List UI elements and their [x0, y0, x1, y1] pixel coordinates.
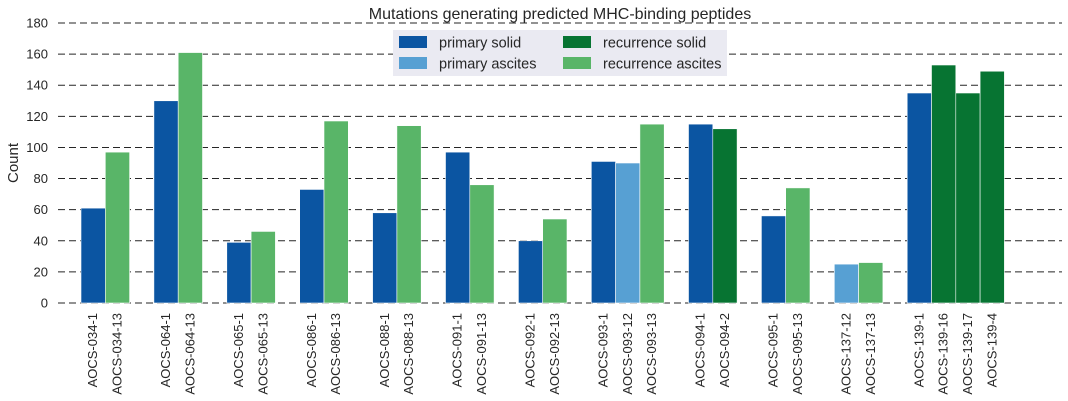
y-tick-label: 100 [26, 140, 48, 155]
legend-items: primary solid primary ascites recurrence s… [399, 36, 721, 73]
x-tick-label: AOCS-139-17 [960, 313, 975, 395]
y-tick-label: 0 [41, 296, 48, 311]
x-tick-label: AOCS-139-1 [911, 313, 926, 387]
x-tick-label: AOCS-091-1 [450, 313, 465, 387]
bar [590, 161, 616, 304]
x-tick-label: AOCS-137-12 [838, 313, 853, 395]
x-tick-label: AOCS-094-2 [717, 313, 732, 387]
y-tick-label: 40 [34, 233, 48, 248]
legend-background [393, 30, 727, 76]
y-tick-label: 20 [34, 264, 48, 279]
legend-label: recurrence solid [603, 36, 706, 52]
y-tick-label: 80 [34, 171, 48, 186]
y-tick-label: 60 [34, 202, 48, 217]
bar [542, 218, 568, 304]
bar [518, 240, 544, 304]
bar [105, 151, 130, 304]
bar [469, 184, 495, 304]
x-tick-label: AOCS-065-13 [255, 313, 270, 395]
x-tick-label: AOCS-093-13 [644, 313, 659, 395]
bar [639, 123, 665, 304]
y-tick-label: 140 [26, 78, 48, 93]
x-tick-labels: AOCS-034-1 AOCS-034-13 AOCS-064-1 AOCS-064-… [85, 313, 999, 395]
bar [250, 231, 276, 304]
x-tick-label: AOCS-064-1 [158, 313, 173, 387]
x-tick-label: AOCS-088-1 [377, 313, 392, 387]
x-tick-label: AOCS-139-4 [984, 313, 999, 387]
x-tick-label: AOCS-092-1 [523, 313, 538, 387]
legend-swatch [399, 36, 427, 48]
legend-swatch [399, 57, 427, 69]
bar [80, 207, 106, 304]
x-tick-label: AOCS-095-13 [790, 313, 805, 395]
bar [955, 92, 981, 304]
x-tick-label: AOCS-093-12 [620, 313, 635, 395]
x-tick-label: AOCS-095-1 [766, 313, 781, 387]
bar [615, 162, 641, 304]
x-tick-label: AOCS-093-1 [595, 313, 610, 387]
x-tick-label: AOCS-088-13 [401, 313, 416, 395]
x-tick-label: AOCS-064-13 [182, 313, 197, 395]
bar [906, 92, 932, 304]
x-tick-label: AOCS-086-1 [304, 313, 319, 387]
bar [177, 52, 203, 304]
bar [858, 262, 884, 304]
x-tick-label: AOCS-034-1 [85, 313, 100, 387]
x-tick-label: AOCS-139-16 [936, 313, 951, 395]
y-tick-label: 120 [26, 109, 48, 124]
bar [396, 125, 422, 304]
x-tick-label: AOCS-065-1 [231, 313, 246, 387]
bar [688, 123, 714, 304]
y-tick-labels: 0 20 40 60 80 100 120 140 160 180 [26, 16, 48, 311]
legend-label: primary solid [439, 36, 521, 52]
x-tick-label: AOCS-091-13 [474, 313, 489, 395]
y-axis-label: Count [5, 142, 22, 183]
x-tick-label: AOCS-034-13 [109, 313, 124, 395]
chart-title: Mutations generating predicted MHC-bindi… [369, 6, 751, 23]
legend: primary solid primary ascites recurrence s… [393, 30, 727, 76]
legend-swatch [563, 36, 591, 48]
bar [712, 128, 738, 304]
bar [323, 120, 349, 304]
bar [445, 151, 471, 304]
legend-label: primary ascites [439, 57, 537, 73]
bar [226, 242, 252, 304]
x-tick-label: AOCS-086-13 [328, 313, 343, 395]
y-tick-label: 160 [26, 47, 48, 62]
bar [299, 189, 325, 304]
bar [785, 187, 811, 304]
bar [979, 70, 1005, 304]
x-tick-label: AOCS-092-13 [547, 313, 562, 395]
bar [833, 263, 859, 304]
bar [931, 64, 957, 304]
bars-layer [80, 52, 1005, 304]
y-tick-label: 180 [26, 16, 48, 31]
x-tick-label: AOCS-137-13 [863, 313, 878, 395]
bar [153, 100, 179, 304]
legend-label: recurrence ascites [603, 57, 721, 73]
legend-swatch [563, 57, 591, 69]
bar [372, 212, 398, 304]
bar [761, 215, 787, 304]
x-tick-label: AOCS-094-1 [693, 313, 708, 387]
